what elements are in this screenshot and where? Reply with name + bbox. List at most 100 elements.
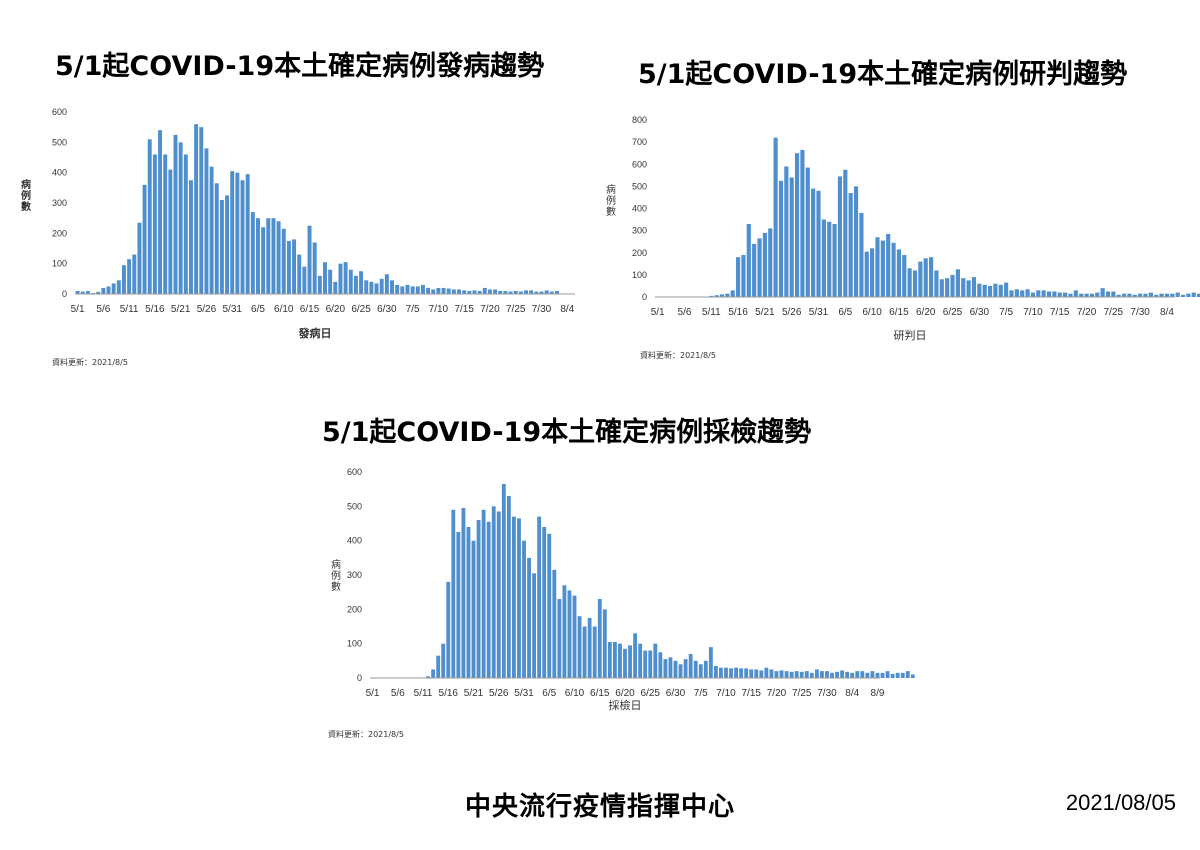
bar [773, 137, 778, 297]
bar [698, 664, 703, 678]
bar [896, 249, 901, 297]
bar [292, 239, 297, 294]
bar [1009, 290, 1014, 297]
x-tick-label: 7/30 [1130, 307, 1150, 318]
x-tick-label: 5/31 [222, 304, 242, 315]
bar [557, 599, 562, 678]
bar [658, 652, 663, 678]
x-tick-label: 6/30 [377, 304, 397, 315]
bar [623, 648, 627, 678]
bar [562, 585, 567, 678]
bar [261, 227, 266, 294]
bar [1079, 293, 1084, 297]
x-tick-label: 6/5 [838, 307, 852, 318]
x-tick-label: 6/25 [943, 307, 963, 318]
x-tick-label: 5/1 [71, 304, 85, 315]
bar [431, 669, 436, 678]
bar [436, 655, 441, 678]
x-tick-label: 7/20 [480, 304, 500, 315]
x-tick-label: 5/26 [197, 304, 217, 315]
bar [577, 616, 582, 678]
bar-chart-plot: 0 100 200 300 400 500 600 5/1 5/6 5/11 5/16 5/21 5/2… [52, 107, 575, 315]
x-tick-label: 7/25 [506, 304, 526, 315]
bar [998, 284, 1003, 297]
x-tick-label: 6/25 [351, 304, 371, 315]
x-tick-label: 8/4 [845, 688, 859, 699]
bar [214, 183, 219, 294]
y-tick-label: 600 [347, 467, 362, 477]
bar [678, 664, 683, 678]
bar [778, 180, 784, 297]
bar [799, 671, 804, 678]
x-axis-label: 發病日 [298, 327, 332, 340]
x-tick-label: 5/21 [171, 304, 191, 315]
bar [1148, 292, 1153, 297]
bar [987, 285, 993, 297]
bar [900, 672, 905, 678]
x-tick-label: 6/20 [615, 688, 635, 699]
x-tick-label: 7/30 [817, 688, 837, 699]
x-tick-label: 7/5 [694, 688, 708, 699]
bar [843, 169, 848, 297]
x-tick-label: 7/10 [429, 304, 449, 315]
bar [708, 647, 713, 678]
bar [752, 243, 757, 297]
bar [907, 268, 912, 297]
bar [1116, 294, 1121, 297]
bar [825, 671, 829, 678]
bar [142, 184, 147, 294]
y-tick-label: 400 [52, 168, 67, 178]
bar [703, 660, 708, 678]
bar [235, 172, 240, 294]
bar [939, 279, 944, 297]
bar [768, 228, 773, 297]
bar [890, 673, 895, 678]
y-tick-label: 100 [347, 639, 362, 649]
bar [451, 509, 456, 678]
bar [724, 667, 728, 678]
bar [618, 643, 622, 678]
bar [461, 508, 466, 678]
bar [746, 223, 751, 297]
bar [173, 134, 178, 294]
bar [542, 526, 547, 678]
bar [784, 671, 789, 678]
bar [395, 284, 400, 294]
bar [204, 148, 209, 294]
bar [343, 262, 348, 294]
bar [271, 218, 276, 294]
bar [885, 671, 890, 678]
bar [230, 171, 235, 294]
bar [111, 283, 116, 294]
x-tick-label: 6/10 [274, 304, 294, 315]
bar [754, 669, 759, 678]
bar [451, 289, 456, 294]
bar [582, 626, 587, 678]
x-tick-label: 6/10 [862, 307, 882, 318]
bar [845, 671, 850, 678]
x-tick-label: 7/25 [1104, 307, 1124, 318]
bar [950, 274, 955, 298]
x-tick-label: 7/20 [1077, 307, 1097, 318]
bar [1030, 292, 1036, 297]
bar [554, 290, 559, 294]
bar [688, 653, 693, 678]
bar-chart-plot: 0 100 200 300 400 500 600 5/1 5/6 5/11 5/16 5/21 5/2… [347, 467, 915, 699]
bar [163, 154, 168, 294]
bar [552, 569, 557, 678]
bar [317, 275, 322, 294]
bar [498, 290, 503, 294]
y-tick-label: 100 [52, 259, 67, 269]
bar [633, 633, 638, 678]
bar [934, 270, 939, 297]
bar [1143, 293, 1148, 297]
y-axis-label: 病例數 [331, 560, 341, 593]
bar [730, 290, 735, 297]
bar [121, 265, 126, 294]
bar [860, 671, 865, 678]
bar [506, 496, 511, 678]
bar [597, 599, 602, 678]
bar [719, 667, 723, 678]
bar [486, 521, 491, 678]
bar [1154, 294, 1159, 297]
